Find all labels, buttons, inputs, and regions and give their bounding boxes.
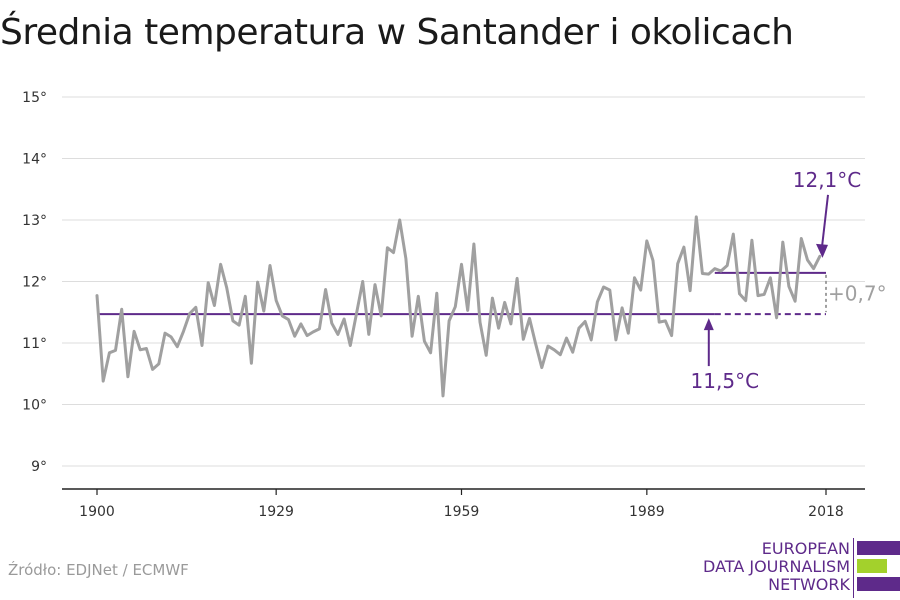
difference-label: +0,7° <box>828 281 887 305</box>
logo-line-3: NETWORK <box>768 575 850 594</box>
x-tick-label-1989: 1989 <box>629 504 665 520</box>
y-tick-label-14: 14° <box>22 152 47 168</box>
logo-bar-bottom <box>857 577 900 591</box>
x-tick-label-1900: 1900 <box>79 504 115 520</box>
y-tick-label-12: 12° <box>22 275 47 291</box>
logo-divider <box>853 538 854 598</box>
logo-line-2: DATA JOURNALISM <box>703 557 850 576</box>
x-tick-label-1929: 1929 <box>258 504 294 520</box>
chart-title: Średnia temperatura w Santander i okolic… <box>0 12 794 53</box>
y-tick-label-10: 10° <box>22 398 47 414</box>
source-note: Źródło: EDJNet / ECMWF <box>8 561 189 579</box>
recent-arrow-shaft <box>821 194 829 248</box>
baseline-label: 11,5°C <box>691 369 760 393</box>
x-tick-label-2018: 2018 <box>808 504 844 520</box>
logo-bar-top <box>857 541 900 555</box>
temperature-line <box>95 215 822 398</box>
baseline-arrow-head <box>703 318 714 331</box>
recent-arrow-head <box>816 243 828 258</box>
logo-line-1: EUROPEAN <box>761 539 850 558</box>
x-tick-label-1959: 1959 <box>444 504 480 520</box>
logo-bar-middle <box>857 559 887 573</box>
x-axis: 1900 1929 1959 1989 2018 <box>62 488 865 520</box>
grid-lines <box>62 96 865 467</box>
temperature-series <box>95 215 822 398</box>
y-tick-label-11: 11° <box>22 336 47 352</box>
recent-label: 12,1°C <box>793 168 862 192</box>
y-tick-label-15: 15° <box>22 90 47 106</box>
y-tick-label-13: 13° <box>22 213 47 229</box>
edjnet-logo: EUROPEAN DATA JOURNALISM NETWORK <box>700 538 900 598</box>
y-tick-label-9: 9° <box>31 459 47 475</box>
y-axis-tick-labels: 9° 10° 11° 12° 13° 14° 15° <box>22 90 47 475</box>
annotations: +0,7° 11,5°C 12,1°C <box>691 168 887 393</box>
